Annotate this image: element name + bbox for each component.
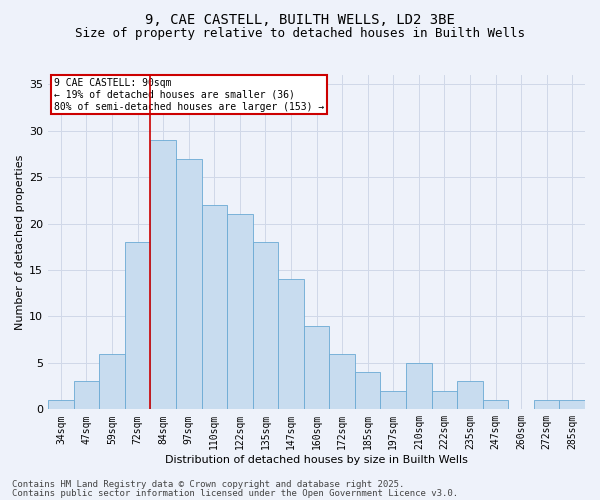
Bar (74, 382, 99, 409)
Bar (380, 391, 406, 409)
Bar (304, 326, 329, 409)
Text: 9 CAE CASTELL: 90sqm
← 19% of detached houses are smaller (36)
80% of semi-detac: 9 CAE CASTELL: 90sqm ← 19% of detached h… (53, 78, 324, 112)
Bar (48, 400, 74, 409)
Bar (483, 400, 508, 409)
Bar (125, 242, 151, 410)
Bar (355, 372, 380, 410)
Bar (202, 205, 227, 410)
Bar (99, 354, 125, 410)
Bar (278, 280, 304, 409)
Bar (151, 140, 176, 409)
Text: Contains HM Land Registry data © Crown copyright and database right 2025.: Contains HM Land Registry data © Crown c… (12, 480, 404, 489)
Bar (534, 400, 559, 409)
Bar (227, 214, 253, 410)
X-axis label: Distribution of detached houses by size in Builth Wells: Distribution of detached houses by size … (165, 455, 468, 465)
Text: Contains public sector information licensed under the Open Government Licence v3: Contains public sector information licen… (12, 489, 458, 498)
Text: 9, CAE CASTELL, BUILTH WELLS, LD2 3BE: 9, CAE CASTELL, BUILTH WELLS, LD2 3BE (145, 12, 455, 26)
Bar (559, 400, 585, 409)
Bar (253, 242, 278, 410)
Bar (406, 363, 431, 410)
Bar (329, 354, 355, 410)
Bar (457, 382, 483, 409)
Bar (431, 391, 457, 409)
Bar (176, 158, 202, 410)
Text: Size of property relative to detached houses in Builth Wells: Size of property relative to detached ho… (75, 28, 525, 40)
Y-axis label: Number of detached properties: Number of detached properties (15, 154, 25, 330)
